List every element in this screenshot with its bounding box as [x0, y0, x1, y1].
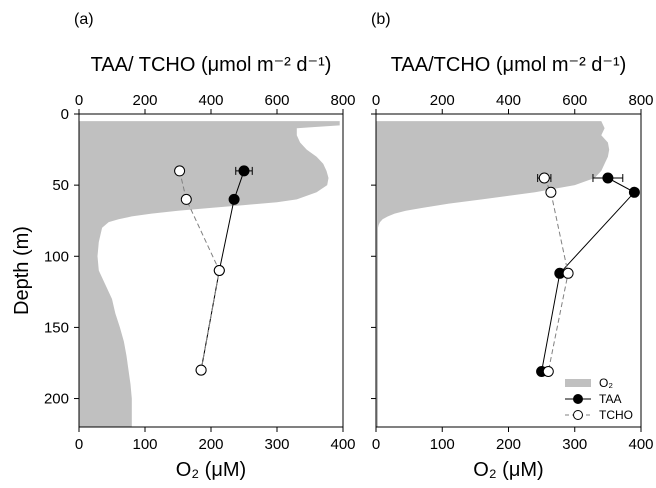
bottom-tick-label: 0 [75, 436, 83, 453]
taa-line [200, 170, 245, 371]
bottom-tick-label: 100 [132, 436, 157, 453]
tcho-line [179, 170, 220, 371]
panel-b: 0 200 400 600 800 0 100 200 300 400 (b) TAA/TCHO (μ… [371, 11, 654, 481]
top-tick-label: 800 [330, 92, 355, 109]
tcho-marker [542, 366, 554, 377]
legend-label: TAA [599, 392, 621, 406]
tcho-marker [213, 265, 225, 276]
bottom-axis-title: O₂ (μM) [176, 459, 246, 481]
legend-label: TCHO [599, 408, 633, 422]
bottom-tick-label: 300 [562, 436, 587, 453]
top-tick-label: 600 [562, 92, 587, 109]
tcho-marker [195, 364, 207, 376]
taa-marker [628, 186, 640, 198]
taa-marker [228, 193, 240, 205]
y-axis-title: Depth (m) [11, 226, 33, 315]
bottom-tick-label: 200 [198, 436, 223, 453]
taa-marker [238, 165, 250, 177]
y-tick-label: 150 [44, 319, 69, 336]
tcho-line [543, 177, 569, 372]
top-tick-label: 200 [430, 92, 455, 109]
top-tick-label: 600 [264, 92, 289, 109]
top-tick-label: 400 [198, 92, 223, 109]
legend-tcho-marker [573, 410, 583, 420]
panel-a: 0 200 400 600 800 0 100 200 300 400 0 50 100 150 200 (a… [11, 11, 356, 481]
y-tick-label: 200 [44, 391, 69, 408]
y-tick-label: 50 [52, 177, 69, 194]
y-tick-label: 0 [61, 106, 69, 123]
y-tick-label: 100 [44, 248, 69, 265]
top-tick-label: 0 [372, 92, 380, 109]
tcho-marker [174, 165, 186, 177]
top-tick-label: 800 [628, 92, 653, 109]
legend-o2-swatch [565, 379, 591, 387]
bottom-tick-label: 100 [430, 436, 455, 453]
taa-line [541, 177, 636, 372]
o2-area [79, 121, 340, 427]
top-tick-label: 0 [75, 92, 83, 109]
top-tick-label: 200 [132, 92, 157, 109]
top-axis-title: TAA/TCHO (μmol m⁻² d⁻¹) [391, 54, 627, 76]
o2-area [376, 121, 610, 427]
bottom-axis-title: O₂ (μM) [473, 459, 543, 481]
tcho-marker [545, 186, 557, 198]
bottom-tick-label: 400 [628, 436, 653, 453]
bottom-tick-label: 300 [264, 436, 289, 453]
tcho-marker [562, 267, 574, 279]
legend-label: O₂ [599, 376, 613, 390]
tcho-marker [180, 193, 192, 205]
legend: O₂ TAA TCHO [565, 376, 633, 422]
bottom-tick-label: 0 [372, 436, 380, 453]
tcho-marker [538, 172, 550, 184]
bottom-tick-label: 400 [330, 436, 355, 453]
top-tick-label: 400 [496, 92, 521, 109]
taa-marker [602, 172, 614, 184]
panel-label: (a) [74, 11, 94, 28]
panel-label: (b) [371, 11, 391, 28]
legend-taa-marker [573, 394, 583, 404]
top-axis-title: TAA/ TCHO (μmol m⁻² d⁻¹) [91, 54, 332, 76]
bottom-tick-label: 200 [496, 436, 521, 453]
